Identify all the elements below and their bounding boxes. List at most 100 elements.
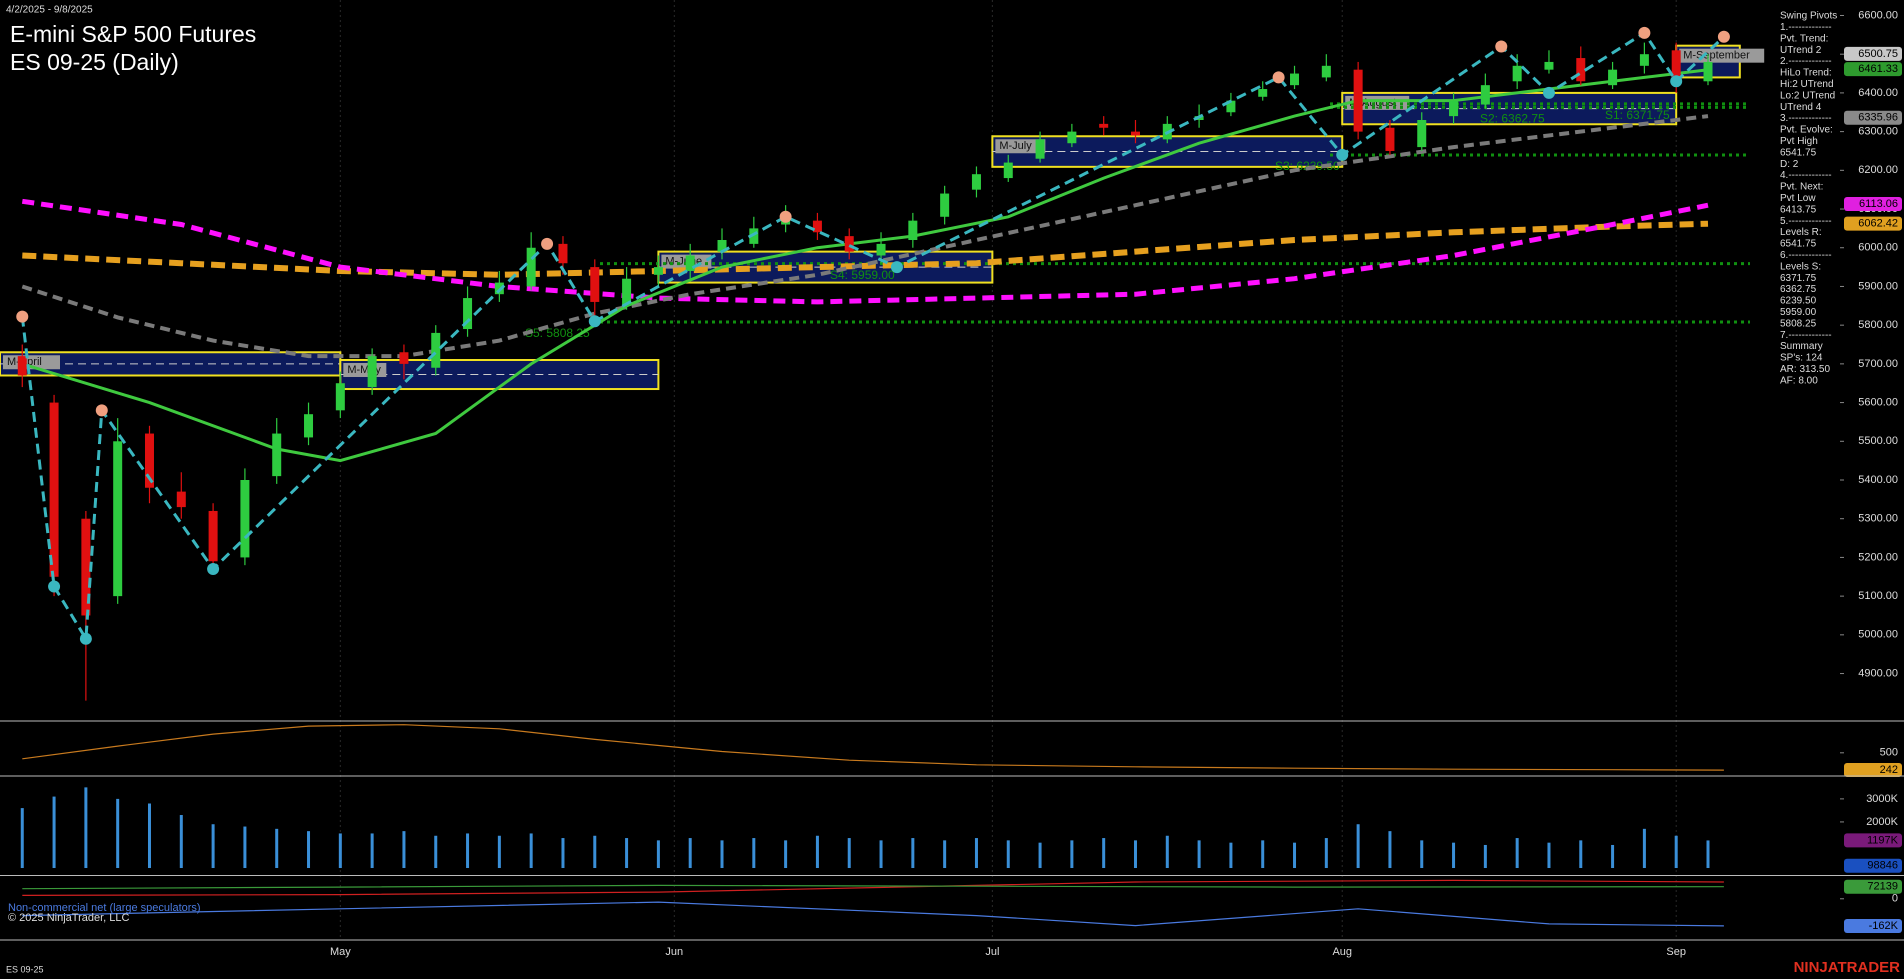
y-tick-label: 5300.00 — [1858, 513, 1898, 525]
price-badge — [1844, 46, 1902, 61]
volume-bar — [1642, 828, 1646, 869]
panel — [22, 879, 1724, 927]
candle-body — [717, 240, 727, 252]
price-badge-label: 6500.75 — [1858, 48, 1898, 60]
series-line — [22, 724, 1724, 771]
swing-pivot — [1670, 75, 1683, 88]
sidebar-line: Swing Pivots — [1780, 11, 1837, 22]
y-tick-label: 5500.00 — [1858, 435, 1898, 447]
sidebar-line: 6239.50 — [1780, 296, 1817, 307]
series-line — [22, 220, 1709, 278]
sidebar-line: 5.------------- — [1780, 216, 1832, 227]
volume-bar — [752, 838, 756, 869]
swing-pivot — [1272, 71, 1285, 84]
range-name: M-September — [1683, 50, 1750, 62]
sidebar-line: Pvt Low — [1780, 193, 1816, 204]
y-tick-label: 5200.00 — [1858, 551, 1898, 563]
candle-body — [1576, 58, 1586, 82]
volume-bar — [847, 838, 851, 869]
level-label: S2: 6362.75 — [1480, 111, 1545, 125]
volume-bar — [1197, 840, 1201, 869]
volume-bar — [147, 803, 151, 869]
sidebar-line: Levels R: — [1780, 227, 1822, 238]
volume-bar — [1165, 835, 1169, 869]
y-tick-label: 6600.00 — [1858, 9, 1898, 21]
volume-bar — [911, 838, 915, 869]
y-tick-label: 3000K — [1866, 793, 1898, 805]
swing-pivot — [207, 563, 220, 576]
candle-body — [367, 356, 377, 388]
candle-body — [653, 267, 663, 275]
candle-body — [622, 278, 632, 306]
volume-bar — [1706, 840, 1710, 869]
swing-pivot — [48, 580, 61, 593]
y-tick-label: 2000K — [1866, 816, 1898, 828]
candle-body — [335, 383, 345, 411]
volume-bar — [720, 840, 724, 869]
swing-pivot — [779, 210, 792, 223]
series-line — [21, 198, 1709, 305]
sidebar-line: 1.------------- — [1780, 22, 1832, 33]
sidebar-line: Summary — [1780, 341, 1823, 352]
candle-body — [844, 236, 854, 252]
volume-bar — [1293, 842, 1297, 869]
panel-label: Non-commercial net (large speculators) — [8, 902, 201, 914]
x-tick-label: May — [330, 946, 351, 958]
sidebar-line: Hi:2 UTrend — [1780, 79, 1834, 90]
swing-pivot — [1542, 86, 1555, 99]
y-tick-label: 6400.00 — [1858, 87, 1898, 99]
candle-body — [463, 298, 473, 330]
candle-body — [526, 247, 536, 287]
sidebar-line: 6541.75 — [1780, 147, 1817, 158]
volume-bar — [625, 838, 629, 869]
swing-pivot — [16, 310, 29, 323]
price-badge-label: 6062.42 — [1858, 217, 1898, 229]
volume-bar — [1356, 824, 1360, 869]
volume-bar — [1261, 840, 1265, 869]
volume-bar — [179, 815, 183, 869]
candle-body — [144, 433, 154, 488]
price-badge-label: 6461.33 — [1858, 63, 1898, 75]
y-tick-label: 4900.00 — [1858, 667, 1898, 679]
series-line — [22, 884, 1724, 890]
price-badge-label: 72139 — [1867, 881, 1898, 893]
candle-body — [240, 480, 250, 558]
volume-bar — [784, 840, 788, 869]
sidebar-line: 3.------------- — [1780, 113, 1832, 124]
swing-pivot — [541, 237, 554, 250]
sidebar-line: AF: 8.00 — [1780, 375, 1818, 386]
sidebar-line: 2.------------- — [1780, 56, 1832, 67]
volume-bar — [275, 828, 279, 869]
volume-bar — [1483, 844, 1487, 869]
range-tag — [3, 355, 60, 370]
panel: M-AprilM-MayM-JuneM-JulyM-AugustM-Septem… — [0, 26, 1765, 701]
y-tick-label: 5400.00 — [1858, 474, 1898, 486]
volume-bar — [1420, 840, 1424, 869]
candle-body — [1353, 69, 1363, 132]
candle-body — [431, 332, 441, 368]
sidebar-line: HiLo Trend: — [1780, 68, 1832, 79]
price-badge — [1844, 918, 1902, 933]
sidebar-line: 6371.75 — [1780, 273, 1817, 284]
sidebar-line: Pvt. Evolve: — [1780, 125, 1833, 136]
volume-bar — [656, 840, 660, 869]
volume-bar — [338, 833, 342, 869]
sidebar-line: Pvt High — [1780, 136, 1818, 147]
candle-body — [685, 255, 695, 271]
sidebar-line: UTrend 4 — [1780, 102, 1822, 113]
candle-body — [17, 356, 27, 376]
price-badge — [1844, 110, 1902, 125]
candle-body — [1671, 50, 1681, 86]
swing-pivot — [1336, 148, 1349, 161]
volume-bar — [116, 798, 120, 869]
candle-body — [1703, 61, 1713, 82]
plot-layer: M-AprilM-MayM-JuneM-JulyM-AugustM-Septem… — [0, 26, 1902, 933]
chart-subtitle: ES 09-25 (Daily) — [10, 49, 179, 75]
volume-bar — [1388, 831, 1392, 869]
price-badge-label: -162K — [1869, 920, 1899, 932]
range-name: M-July — [999, 140, 1032, 152]
candle-body — [1099, 123, 1109, 128]
swing-line — [20, 30, 1725, 644]
level-label: S1: 6371.75 — [1605, 108, 1670, 122]
volume-bar — [434, 835, 438, 869]
